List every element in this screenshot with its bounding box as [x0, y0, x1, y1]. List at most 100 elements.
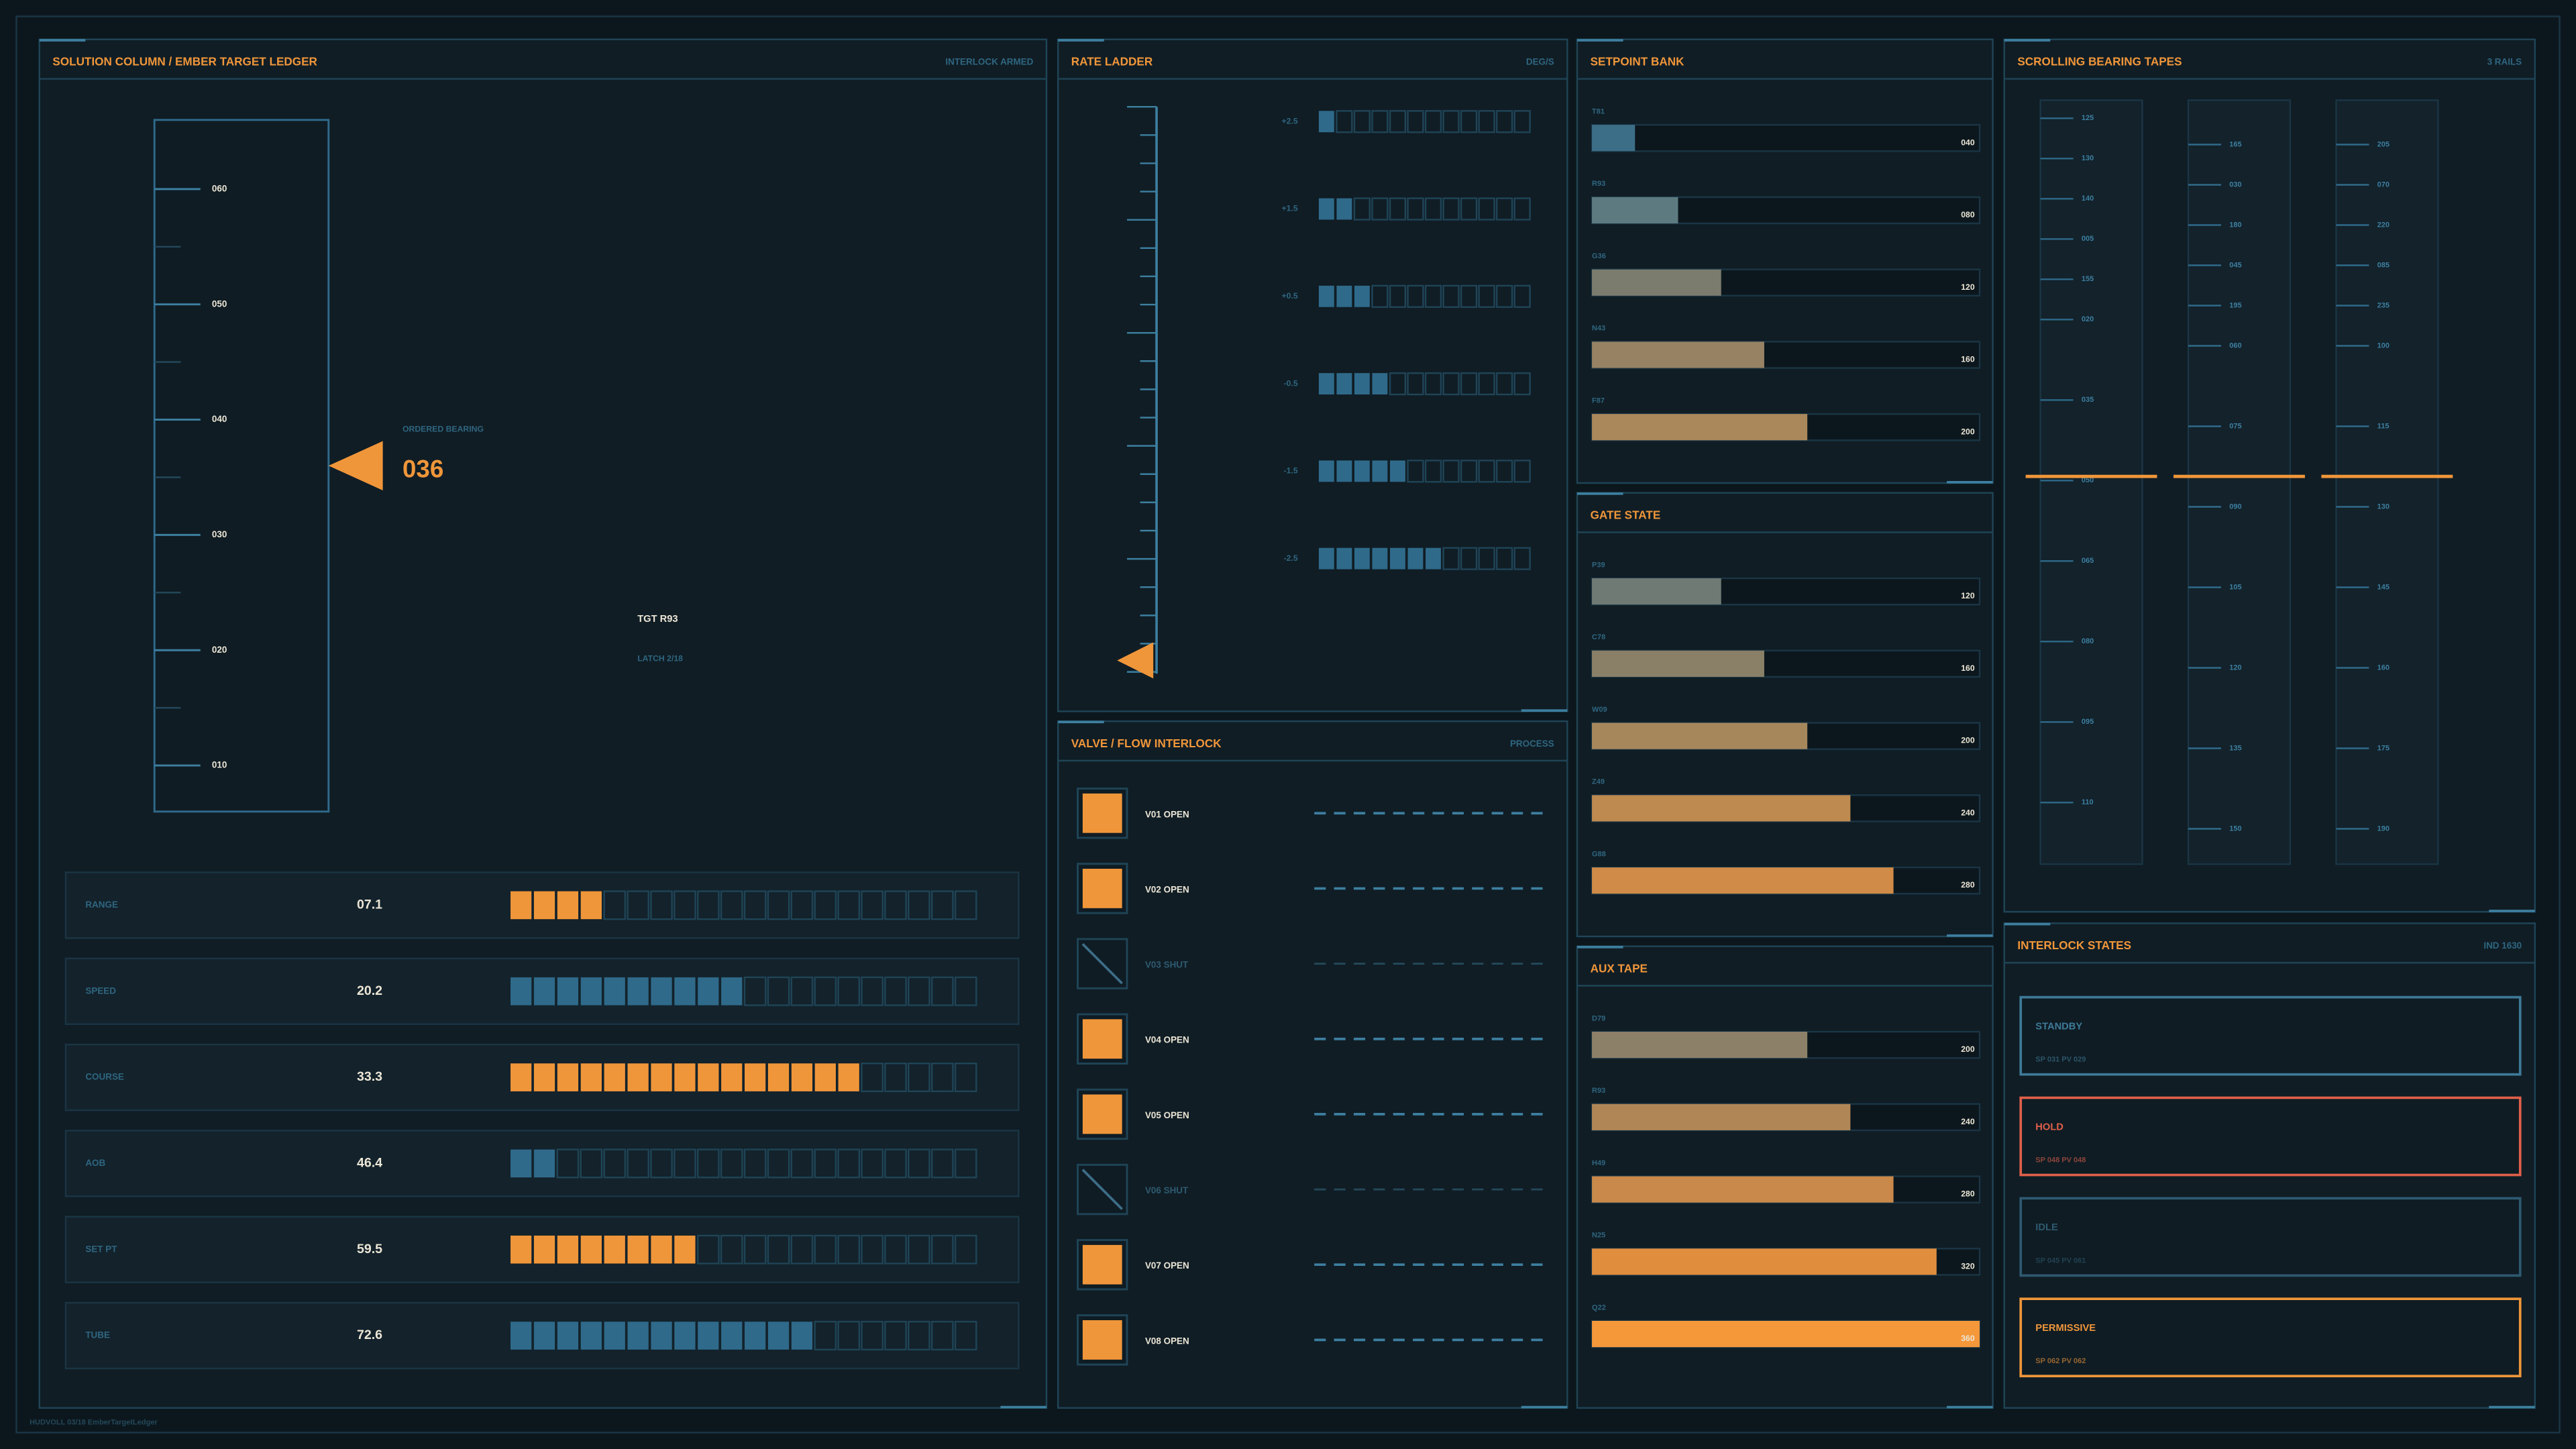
bearing-pointer: [328, 441, 383, 491]
segment-empty: [908, 1062, 930, 1093]
state-box: [2019, 996, 2522, 1076]
segment-filled: [580, 1322, 602, 1350]
bar-value-label: 120: [1961, 282, 1975, 292]
segment-empty: [603, 890, 627, 920]
segment-empty: [1442, 547, 1460, 570]
bar-value-label: 160: [1961, 355, 1975, 364]
segment-empty: [884, 976, 907, 1006]
segment-filled: [698, 1322, 719, 1350]
valve-shut-indicator: [1081, 943, 1123, 985]
segment-empty: [720, 1234, 743, 1265]
bar-label: F87: [1592, 396, 1605, 405]
panel-title: RATE LADDER: [1071, 55, 1153, 68]
rail-label: 080: [2082, 637, 2094, 645]
segment-empty: [954, 1320, 977, 1351]
segment-empty: [767, 976, 790, 1006]
segment-empty: [1478, 197, 1495, 221]
rail-label: 120: [2229, 663, 2241, 672]
segment-empty: [1424, 460, 1442, 483]
bar: [1592, 650, 1764, 677]
segment-empty: [884, 1320, 907, 1351]
rail-label: 180: [2229, 221, 2241, 229]
segment-empty: [1478, 110, 1495, 133]
panel-title: SETPOINT BANK: [1591, 55, 1684, 68]
segment-empty: [1460, 110, 1478, 133]
bar-value-label: 360: [1961, 1334, 1975, 1343]
state-label: STANDBY: [2035, 1021, 2082, 1032]
bar-label: C78: [1592, 633, 1605, 641]
segment-empty: [1389, 372, 1407, 396]
valve-label: V01 OPEN: [1145, 809, 1189, 819]
panel-status: IND 1630: [2483, 941, 2522, 951]
segment-empty: [1389, 284, 1407, 308]
segment-filled: [698, 1063, 719, 1091]
segment-empty: [790, 890, 814, 920]
segment-empty: [1407, 372, 1424, 396]
rail-label: 090: [2229, 502, 2241, 511]
segment-filled: [533, 977, 555, 1006]
segment-filled: [767, 1063, 790, 1091]
segment-empty: [767, 1148, 790, 1179]
rail-label: 125: [2082, 114, 2094, 122]
segment-empty: [1442, 284, 1460, 308]
segment-empty: [908, 890, 930, 920]
segment-empty: [1460, 284, 1478, 308]
segment-empty: [1460, 197, 1478, 221]
segment-empty: [814, 976, 837, 1006]
bar-label: Z49: [1592, 778, 1605, 786]
segment-empty: [861, 1062, 883, 1093]
segment-empty: [837, 1320, 861, 1351]
valve-label: V06 SHUT: [1145, 1185, 1189, 1195]
segment-empty: [650, 890, 673, 920]
row-label: RANGE: [85, 900, 118, 910]
rail-label: 020: [2082, 315, 2094, 323]
segment-empty: [790, 1234, 814, 1265]
bar-label: R93: [1592, 180, 1605, 188]
rail-label: 065: [2082, 557, 2094, 565]
segment-filled: [651, 1322, 672, 1350]
segment-filled: [533, 1235, 555, 1264]
segment-empty: [1442, 197, 1460, 221]
segment-empty: [884, 1062, 907, 1093]
segment-empty: [1495, 110, 1513, 133]
bar-value-label: 160: [1961, 663, 1975, 673]
segment-empty: [930, 1062, 954, 1093]
rail-label: 195: [2229, 301, 2241, 309]
segment-filled: [651, 1063, 672, 1091]
bar-label: D79: [1592, 1014, 1605, 1022]
segment-empty: [1495, 197, 1513, 221]
segment-empty: [696, 1148, 720, 1179]
segment-filled: [674, 977, 696, 1006]
segment-empty: [720, 890, 743, 920]
bar-value-label: 280: [1961, 880, 1975, 890]
segment-filled: [511, 1235, 532, 1264]
valve-shut-indicator: [1081, 1169, 1123, 1210]
rail-label: 235: [2377, 301, 2390, 309]
state-box: [2019, 1197, 2522, 1277]
panel-status: DEG/S: [1526, 57, 1554, 67]
segment-filled: [745, 1322, 766, 1350]
panel-title: SCROLLING BEARING TAPES: [2017, 55, 2182, 68]
segment-empty: [908, 1148, 930, 1179]
bar: [1592, 1104, 1851, 1130]
segment-empty: [1407, 197, 1424, 221]
panel-status: INTERLOCK ARMED: [945, 57, 1033, 67]
segment-empty: [1460, 547, 1478, 570]
bar-value-label: 200: [1961, 427, 1975, 436]
segment-empty: [930, 890, 954, 920]
segment-empty: [1478, 372, 1495, 396]
segment-filled: [1318, 111, 1334, 133]
segment-filled: [511, 977, 532, 1006]
segment-empty: [814, 1320, 837, 1351]
segment-filled: [721, 1063, 743, 1091]
valve-label: V03 SHUT: [1145, 960, 1189, 970]
segment-filled: [557, 891, 579, 920]
segment-filled: [791, 1063, 813, 1091]
segment-empty: [1424, 284, 1442, 308]
bar: [1592, 1320, 1980, 1348]
panel-title: VALVE / FLOW INTERLOCK: [1071, 737, 1222, 750]
bar-label: P39: [1592, 561, 1605, 569]
segment-empty: [930, 1320, 954, 1351]
segment-empty: [1495, 547, 1513, 570]
